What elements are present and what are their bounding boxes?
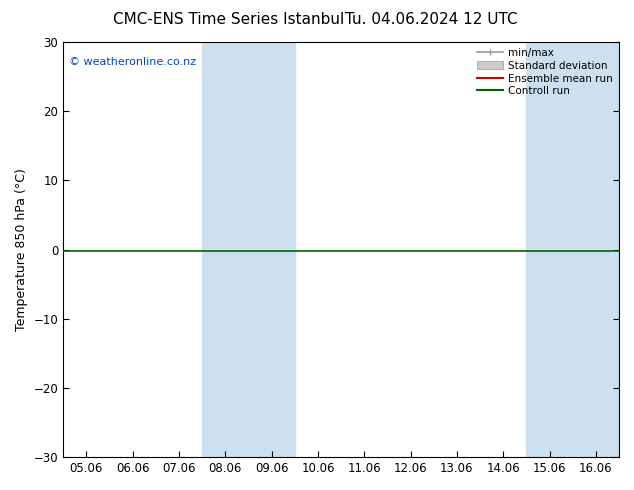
Legend: min/max, Standard deviation, Ensemble mean run, Controll run: min/max, Standard deviation, Ensemble me… [472, 44, 617, 100]
Text: Tu. 04.06.2024 12 UTC: Tu. 04.06.2024 12 UTC [345, 12, 517, 27]
Bar [202, 42, 249, 457]
Bar [249, 42, 295, 457]
Text: CMC-ENS Time Series Istanbul: CMC-ENS Time Series Istanbul [113, 12, 344, 27]
Y-axis label: Temperature 850 hPa (°C): Temperature 850 hPa (°C) [15, 168, 28, 331]
Text: © weatheronline.co.nz: © weatheronline.co.nz [68, 56, 196, 67]
Bar [526, 42, 619, 457]
